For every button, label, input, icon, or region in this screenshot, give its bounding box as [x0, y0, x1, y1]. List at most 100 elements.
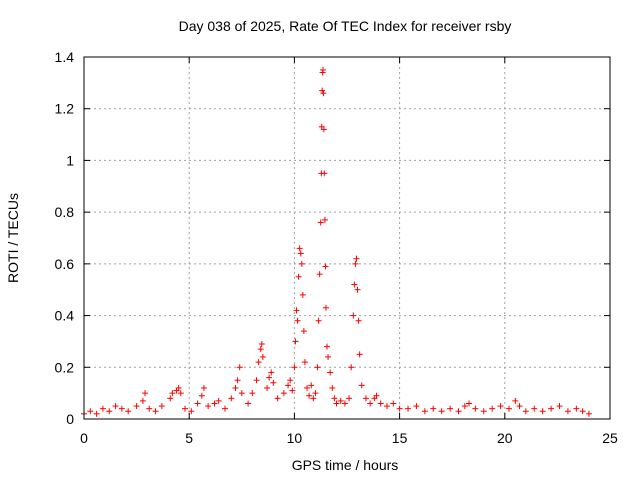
data-point	[373, 392, 380, 399]
x-tick-label: 10	[287, 430, 303, 446]
data-point	[211, 400, 218, 407]
data-point	[312, 390, 319, 397]
data-point	[506, 405, 513, 412]
data-point	[296, 245, 303, 252]
y-tick-label: 0.2	[55, 359, 75, 375]
data-point	[466, 400, 473, 407]
data-point	[512, 397, 519, 404]
data-point	[341, 400, 348, 407]
data-point	[257, 346, 264, 353]
data-point	[232, 384, 239, 391]
data-point	[573, 405, 580, 412]
data-point	[234, 377, 241, 384]
data-point	[316, 271, 323, 278]
data-point	[133, 403, 140, 410]
y-tick-label: 0.6	[55, 256, 75, 272]
data-point	[236, 364, 243, 371]
data-point	[266, 374, 273, 381]
data-point	[228, 395, 235, 402]
x-tick-label: 20	[497, 430, 513, 446]
data-point	[362, 395, 369, 402]
data-point	[253, 377, 260, 384]
data-point	[319, 87, 326, 94]
data-point	[301, 359, 308, 366]
data-point	[396, 405, 403, 412]
data-point	[497, 403, 504, 410]
data-point	[314, 364, 321, 371]
data-point	[367, 400, 374, 407]
data-point	[139, 397, 146, 404]
data-point	[258, 341, 265, 348]
data-point	[337, 397, 344, 404]
y-axis-label: ROTI / TECUs	[5, 193, 21, 283]
data-point	[516, 403, 523, 410]
data-point	[522, 408, 529, 415]
data-point	[295, 273, 302, 280]
data-point	[291, 364, 298, 371]
data-point	[390, 400, 397, 407]
data-point	[297, 250, 304, 257]
x-axis-label: GPS time / hours	[292, 457, 399, 473]
data-point	[321, 216, 328, 223]
data-point	[264, 384, 271, 391]
data-point	[142, 390, 149, 397]
data-point	[333, 400, 340, 407]
data-point	[298, 260, 305, 267]
data-point	[293, 307, 300, 314]
data-point	[430, 405, 437, 412]
data-point	[348, 364, 355, 371]
data-point	[351, 281, 358, 288]
data-point	[320, 126, 327, 133]
data-point	[329, 384, 336, 391]
data-point	[320, 90, 327, 97]
data-point	[322, 263, 329, 270]
data-point	[249, 390, 256, 397]
data-point	[93, 410, 100, 417]
data-point	[299, 291, 306, 298]
data-point	[377, 400, 384, 407]
plot-frame	[83, 56, 611, 420]
data-point	[353, 255, 360, 262]
data-point	[310, 395, 317, 402]
data-point	[461, 403, 468, 410]
data-point	[215, 397, 222, 404]
data-point	[383, 403, 390, 410]
data-point	[280, 390, 287, 397]
data-point	[320, 66, 327, 73]
x-tick-label: 5	[185, 430, 193, 446]
y-tick-labels: 0 0.2 0.4 0.6 0.8 1 1.2 1.4	[55, 49, 75, 427]
data-point	[112, 403, 119, 410]
data-point	[356, 351, 363, 358]
data-point	[346, 395, 353, 402]
data-points	[81, 66, 592, 417]
data-point	[300, 328, 307, 335]
data-point	[175, 384, 182, 391]
data-point	[413, 403, 420, 410]
data-point	[322, 304, 329, 311]
data-point	[438, 408, 445, 415]
data-point	[579, 408, 586, 415]
data-point	[221, 405, 228, 412]
data-point	[472, 405, 479, 412]
y-tick-label: 1	[66, 152, 74, 168]
data-point	[106, 408, 113, 415]
grid	[84, 57, 610, 419]
y-tick-label: 0.8	[55, 204, 75, 220]
data-point	[308, 382, 315, 389]
data-point	[188, 408, 195, 415]
data-point	[315, 317, 322, 324]
data-point	[447, 405, 454, 412]
data-point	[268, 369, 275, 376]
data-point	[564, 408, 571, 415]
data-point	[194, 400, 201, 407]
data-point	[270, 379, 277, 386]
data-point	[152, 408, 159, 415]
data-point	[585, 410, 592, 417]
data-point	[181, 405, 188, 412]
data-point	[205, 403, 212, 410]
data-point	[321, 170, 328, 177]
data-point	[556, 403, 563, 410]
data-point	[177, 390, 184, 397]
data-point	[259, 353, 266, 360]
